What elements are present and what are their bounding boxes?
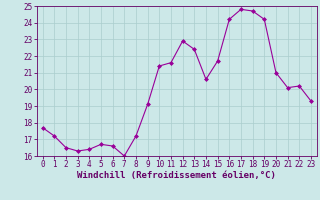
X-axis label: Windchill (Refroidissement éolien,°C): Windchill (Refroidissement éolien,°C) [77,171,276,180]
